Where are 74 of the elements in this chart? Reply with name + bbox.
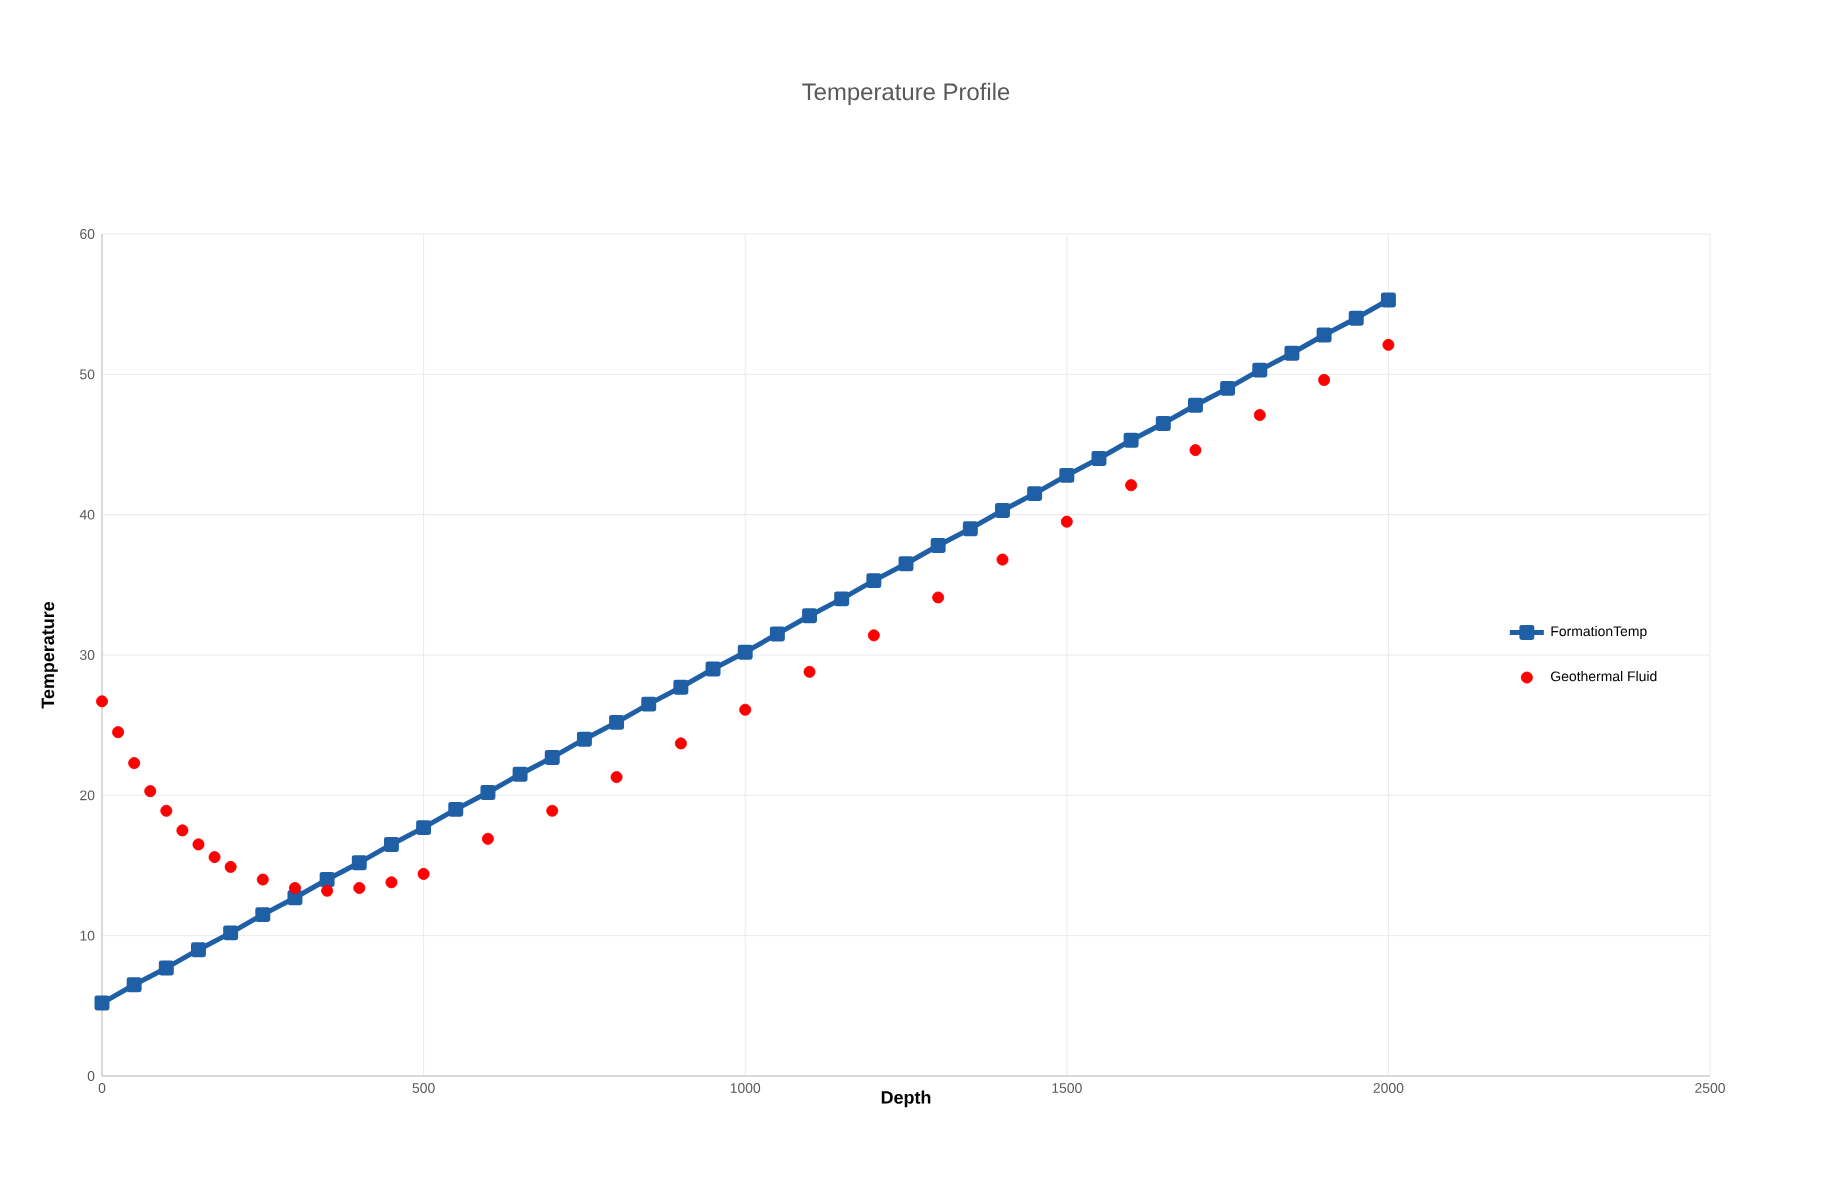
- y-axis-title: Temperature: [41, 601, 58, 709]
- point: [995, 502, 1010, 518]
- point: [256, 873, 269, 886]
- point: [1027, 486, 1043, 502]
- point: [112, 726, 125, 739]
- point: [319, 872, 335, 888]
- point: [802, 608, 817, 624]
- point: [705, 661, 721, 677]
- point: [996, 553, 1009, 566]
- point: [255, 907, 271, 923]
- point: [610, 771, 623, 784]
- point: [930, 538, 946, 554]
- point: [1380, 292, 1396, 308]
- point: [383, 836, 399, 852]
- point: [1189, 444, 1202, 457]
- point: [481, 832, 494, 845]
- point: [641, 696, 657, 712]
- point: [96, 695, 108, 708]
- point: [385, 876, 398, 889]
- point: [1060, 515, 1073, 528]
- point: [351, 855, 367, 871]
- point: [803, 665, 816, 678]
- point: [1187, 397, 1203, 413]
- point: [192, 838, 205, 851]
- point: [1318, 373, 1331, 386]
- point: [128, 757, 141, 770]
- point: [1382, 338, 1395, 351]
- point: [144, 785, 157, 798]
- point: [288, 881, 301, 894]
- point: [126, 977, 142, 993]
- point: [546, 804, 559, 817]
- x-axis-title: Depth: [881, 1090, 931, 1108]
- point: [176, 824, 189, 837]
- point: [1316, 327, 1332, 343]
- point: [321, 884, 334, 897]
- point: [769, 626, 785, 642]
- point: [609, 714, 625, 730]
- point: [448, 801, 464, 817]
- point: [353, 881, 366, 894]
- point: [223, 925, 239, 941]
- point: [544, 749, 560, 765]
- point: [158, 960, 174, 976]
- point: [1252, 362, 1268, 378]
- point: [94, 995, 110, 1011]
- point: [962, 521, 978, 537]
- point: [866, 573, 882, 589]
- point: [224, 860, 237, 873]
- point: [1348, 310, 1364, 326]
- point: [512, 766, 528, 782]
- point: [674, 737, 687, 750]
- point: [416, 820, 432, 836]
- point: [834, 591, 850, 607]
- point: [898, 556, 914, 572]
- point: [1059, 467, 1075, 483]
- point: [739, 703, 752, 716]
- point: [1284, 345, 1300, 361]
- point: [867, 629, 880, 642]
- point: [1091, 451, 1107, 467]
- point: [287, 890, 303, 906]
- point: [208, 851, 221, 864]
- point: [417, 867, 430, 880]
- point: [1123, 432, 1139, 448]
- point: [160, 804, 173, 817]
- point: [673, 679, 689, 695]
- point: [1125, 479, 1138, 492]
- point: [932, 591, 945, 604]
- point: [1220, 380, 1236, 396]
- point: [1253, 409, 1266, 422]
- point: [576, 731, 592, 747]
- point: [737, 644, 753, 660]
- point: [1155, 415, 1171, 431]
- point: [191, 942, 206, 958]
- chart-title: Temperature Profile: [802, 82, 1010, 106]
- point: [480, 785, 496, 800]
